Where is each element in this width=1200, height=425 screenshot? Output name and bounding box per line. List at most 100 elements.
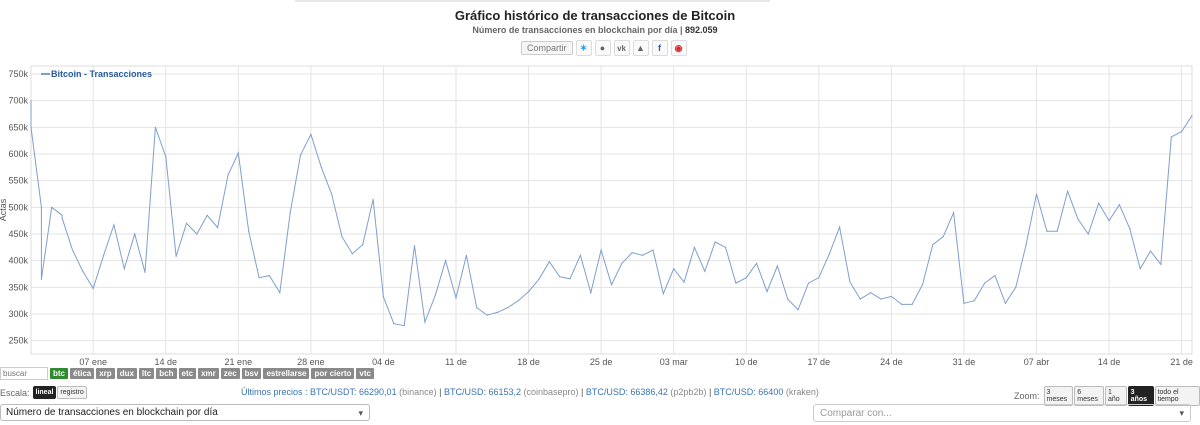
data-point bbox=[248, 230, 250, 232]
data-point bbox=[434, 294, 436, 296]
data-point bbox=[559, 276, 561, 278]
scale-option-lineal[interactable]: lineal bbox=[32, 386, 57, 399]
data-point bbox=[341, 236, 343, 238]
data-point bbox=[217, 227, 219, 229]
y-tick-label: 500k bbox=[8, 202, 28, 212]
data-point bbox=[818, 277, 820, 279]
data-point bbox=[859, 298, 861, 300]
scale-option-registro[interactable]: registro bbox=[57, 386, 87, 399]
data-point bbox=[528, 291, 530, 293]
compare-select-placeholder: Comparar con... bbox=[820, 407, 892, 419]
price-exchange: (kraken) bbox=[783, 387, 819, 397]
data-point bbox=[1181, 131, 1183, 133]
coin-chip-estrellarse[interactable]: estrellarse bbox=[263, 368, 310, 379]
vk-icon[interactable]: vk bbox=[613, 40, 630, 56]
twitter-icon[interactable]: ✶ bbox=[575, 40, 592, 56]
data-point bbox=[61, 214, 63, 216]
y-tick-label: 650k bbox=[8, 122, 28, 132]
legend[interactable]: Bitcoin - Transacciones bbox=[41, 69, 152, 79]
zoom-option-3-meses[interactable]: 3 meses bbox=[1043, 386, 1074, 406]
data-point bbox=[393, 323, 395, 325]
data-point bbox=[828, 253, 830, 255]
y-tick-label: 750k bbox=[8, 69, 28, 79]
scale-control: Escala: lineal registro bbox=[0, 386, 87, 399]
y-tick-label: 250k bbox=[8, 336, 28, 346]
zoom-option-6-meses[interactable]: 6 meses bbox=[1074, 386, 1104, 406]
price-pair[interactable]: BTC/USD: 66400 bbox=[713, 387, 784, 397]
facebook-icon[interactable]: f bbox=[651, 40, 668, 56]
reddit-icon[interactable]: ● bbox=[594, 40, 611, 56]
coin-chip-vtc[interactable]: vtc bbox=[356, 368, 374, 379]
zoom-option-todo-el-tiempo[interactable]: todo el tiempo bbox=[1154, 386, 1200, 406]
data-point bbox=[92, 287, 94, 289]
x-tick-label: 18 defebrero bbox=[514, 357, 543, 365]
data-point bbox=[673, 268, 675, 270]
data-point bbox=[40, 206, 43, 208]
data-point bbox=[1087, 233, 1089, 235]
data-point bbox=[756, 262, 758, 264]
data-point bbox=[538, 278, 540, 280]
compare-select[interactable]: Comparar con... ▾ bbox=[813, 404, 1191, 422]
latest-prices: Últimos precios : BTC/USDT: 66290,01 (bi… bbox=[241, 387, 819, 397]
chevron-down-icon: ▾ bbox=[358, 408, 363, 418]
y-tick-label: 400k bbox=[8, 256, 28, 266]
x-tick-label: 11 defebrero bbox=[442, 357, 471, 365]
coin-chip-ltc[interactable]: ltc bbox=[138, 368, 155, 379]
data-point bbox=[973, 300, 975, 302]
subtitle-separator: | bbox=[677, 25, 686, 35]
data-point bbox=[901, 303, 903, 305]
metric-select[interactable]: Número de transacciones en blockchain po… bbox=[0, 404, 370, 421]
series-points bbox=[30, 100, 1193, 327]
data-point bbox=[662, 293, 664, 295]
share-bar: Compartir ✶ ● vk ▲ f ◉ bbox=[521, 40, 687, 56]
data-point bbox=[1025, 244, 1027, 246]
data-point bbox=[144, 271, 146, 273]
price-pair[interactable]: BTC/USD: 66386,42 bbox=[585, 387, 668, 397]
page-subtitle: Número de transacciones en blockchain po… bbox=[0, 25, 1190, 35]
data-point bbox=[165, 156, 167, 158]
data-point bbox=[1056, 230, 1058, 232]
data-point bbox=[413, 245, 416, 247]
coin-chip-ética[interactable]: ética bbox=[70, 368, 95, 379]
price-pair[interactable]: BTC/USD: 66153,2 bbox=[443, 387, 521, 397]
coin-chip-bsv[interactable]: bsv bbox=[241, 368, 262, 379]
data-point bbox=[548, 261, 550, 263]
price-exchange: (coinbasepro) bbox=[521, 387, 579, 397]
coin-search-input[interactable]: buscar bbox=[0, 367, 48, 380]
chevron-down-icon: ▾ bbox=[1179, 408, 1184, 418]
zoom-option-3-años[interactable]: 3 años bbox=[1127, 386, 1154, 406]
weibo-icon[interactable]: ◉ bbox=[670, 40, 687, 56]
zoom-option-1-año[interactable]: 1 año bbox=[1104, 386, 1127, 406]
data-point bbox=[154, 126, 156, 128]
x-tick-label: 17 demarzo bbox=[806, 357, 831, 365]
data-point bbox=[776, 265, 779, 267]
data-point bbox=[103, 254, 105, 256]
data-point bbox=[1067, 190, 1069, 192]
share-button[interactable]: Compartir bbox=[521, 41, 573, 55]
data-point bbox=[953, 212, 955, 214]
coin-chip-bch[interactable]: bch bbox=[156, 368, 177, 379]
data-point bbox=[579, 254, 582, 256]
x-tick-label: 07 abr bbox=[1024, 357, 1050, 365]
data-point bbox=[113, 224, 115, 226]
coin-chip-xmr[interactable]: xmr bbox=[198, 368, 219, 379]
x-tick-label: 03 mar bbox=[660, 357, 688, 365]
data-point bbox=[880, 298, 882, 300]
data-point bbox=[486, 314, 488, 316]
x-tick-label: 28 ene bbox=[297, 357, 325, 365]
grid-layer bbox=[31, 66, 1192, 354]
data-point bbox=[362, 244, 364, 246]
coin-chip-por-cierto[interactable]: por cierto bbox=[311, 368, 355, 379]
data-point bbox=[963, 302, 965, 304]
data-point bbox=[911, 303, 913, 305]
coin-chip-btc[interactable]: btc bbox=[50, 368, 68, 379]
y-tick-label: 300k bbox=[8, 309, 28, 319]
subtitle-text: Número de transacciones en blockchain po… bbox=[472, 25, 678, 35]
coin-chip-etc[interactable]: etc bbox=[178, 368, 197, 379]
price-pair[interactable]: BTC/USDT: 66290,01 bbox=[310, 387, 397, 397]
like-icon[interactable]: ▲ bbox=[632, 40, 649, 56]
data-point bbox=[766, 291, 768, 293]
coin-chip-zec[interactable]: zec bbox=[220, 368, 240, 379]
coin-chip-xrp[interactable]: xrp bbox=[96, 368, 115, 379]
coin-chip-dux[interactable]: dux bbox=[116, 368, 137, 379]
